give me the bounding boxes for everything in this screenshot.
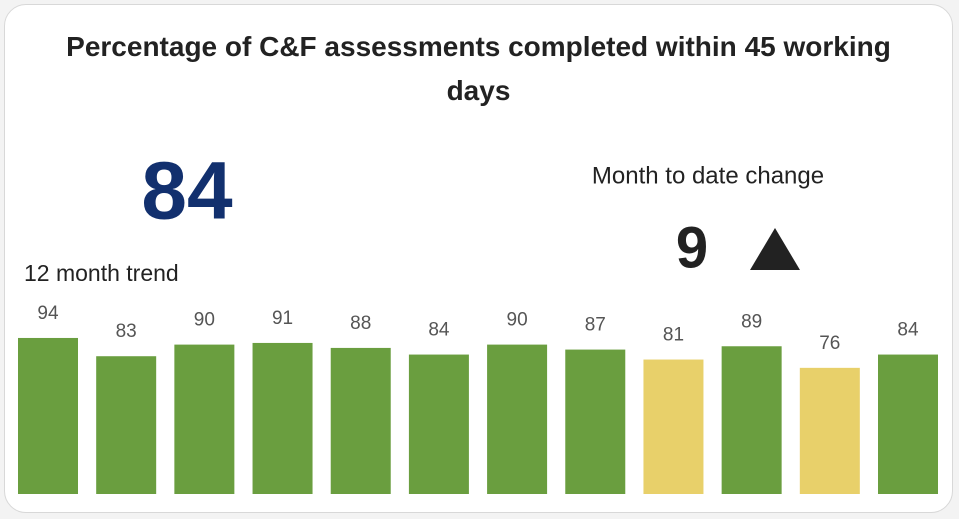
chart-title: 12 month trend (24, 260, 179, 286)
change-label: Month to date change (592, 162, 824, 189)
value-label: 84 (897, 320, 919, 341)
value-label: 90 (194, 310, 215, 331)
value-label: 83 (116, 321, 137, 342)
value-label: 87 (585, 315, 606, 336)
change-value: 9 (676, 215, 708, 280)
bar (18, 337, 78, 494)
value-label: 88 (350, 313, 371, 334)
bar (96, 356, 157, 494)
up-arrow (750, 228, 800, 270)
bar (174, 344, 235, 494)
value-label: 89 (741, 311, 762, 332)
bar (330, 347, 391, 494)
bar (643, 359, 704, 494)
bar (408, 354, 469, 494)
value-label: 84 (428, 320, 450, 341)
bar (878, 354, 938, 494)
value-label: 76 (819, 333, 840, 354)
value-label: 94 (37, 303, 59, 324)
card: Percentage of C&F assessments completed … (4, 4, 953, 513)
bar (721, 346, 782, 494)
bar (565, 349, 626, 494)
card-title: Percentage of C&F assessments completed … (66, 31, 891, 106)
value-label: 81 (663, 325, 684, 346)
bar (487, 344, 548, 494)
kpi-value: 84 (141, 146, 233, 237)
value-label: 90 (507, 310, 528, 331)
bar (252, 342, 313, 494)
bar (799, 367, 860, 494)
value-label: 91 (272, 308, 293, 329)
